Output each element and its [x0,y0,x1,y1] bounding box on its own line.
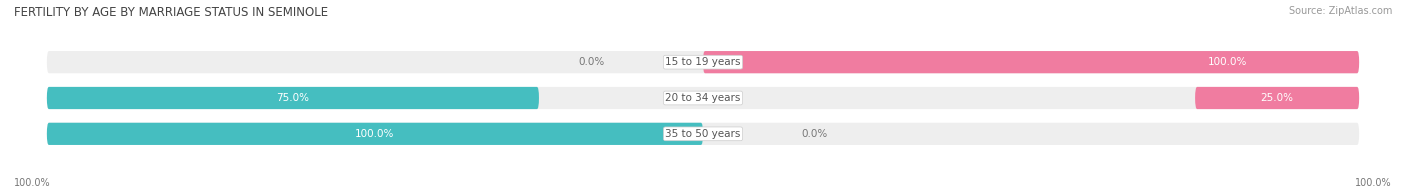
FancyBboxPatch shape [46,87,1360,109]
Text: 0.0%: 0.0% [801,129,828,139]
Text: 20 to 34 years: 20 to 34 years [665,93,741,103]
Text: 25.0%: 25.0% [1261,93,1294,103]
Text: 100.0%: 100.0% [356,129,395,139]
Text: Source: ZipAtlas.com: Source: ZipAtlas.com [1288,6,1392,16]
FancyBboxPatch shape [46,87,538,109]
Text: 100.0%: 100.0% [14,178,51,188]
Text: 0.0%: 0.0% [578,57,605,67]
FancyBboxPatch shape [703,51,1360,73]
FancyBboxPatch shape [1195,87,1360,109]
FancyBboxPatch shape [46,123,1360,145]
Text: 100.0%: 100.0% [1355,178,1392,188]
Text: 100.0%: 100.0% [1208,57,1247,67]
Text: 15 to 19 years: 15 to 19 years [665,57,741,67]
Text: FERTILITY BY AGE BY MARRIAGE STATUS IN SEMINOLE: FERTILITY BY AGE BY MARRIAGE STATUS IN S… [14,6,328,19]
Text: 75.0%: 75.0% [277,93,309,103]
FancyBboxPatch shape [46,51,1360,73]
Text: 35 to 50 years: 35 to 50 years [665,129,741,139]
FancyBboxPatch shape [46,123,703,145]
